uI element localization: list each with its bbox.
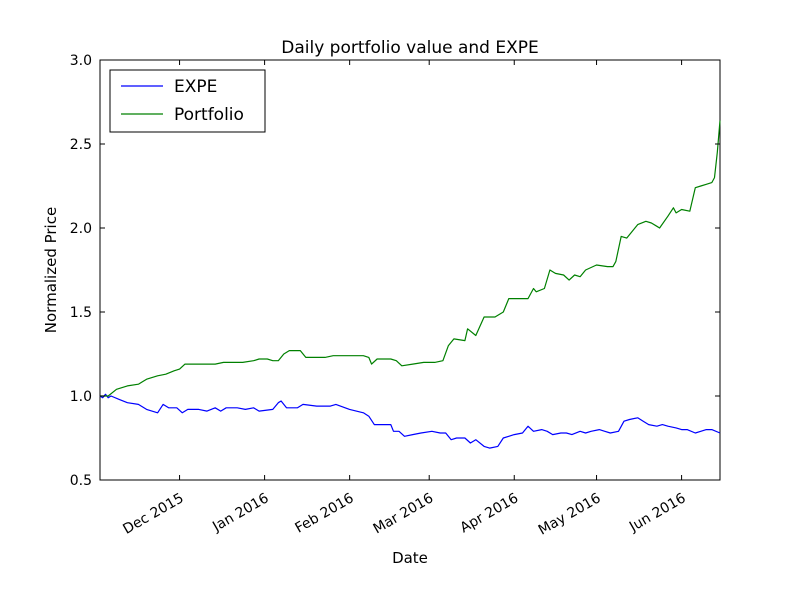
y-axis: 0.5 1.0 1.5 2.0 2.5 3.0 (70, 53, 720, 489)
x-axis-title: Date (392, 549, 428, 567)
series-line-expe (99, 393, 721, 449)
y-tick-label: 3.0 (70, 53, 92, 69)
legend: EXPE Portfolio (109, 69, 266, 133)
x-tick-label: Jan 2016 (209, 490, 271, 535)
y-tick-label: 1.0 (70, 389, 92, 405)
y-tick-label: 2.5 (70, 137, 92, 153)
x-tick-label: Feb 2016 (292, 490, 356, 536)
y-axis-title: Normalized Price (42, 207, 60, 333)
series-line-portfolio (100, 120, 721, 397)
y-tick-label: 1.5 (70, 305, 92, 321)
legend-label-portfolio: Portfolio (174, 105, 244, 125)
legend-label-expe: EXPE (174, 77, 217, 97)
legend-box (109, 69, 266, 133)
x-tick-label: Jun 2016 (626, 490, 689, 535)
x-tick-label: Mar 2016 (371, 490, 437, 537)
x-tick-label: Apr 2016 (458, 490, 522, 536)
x-tick-label: May 2016 (536, 490, 604, 538)
x-tick-label: Dec 2015 (120, 490, 186, 537)
y-tick-label: 0.5 (70, 473, 92, 489)
y-tick-label: 2.0 (70, 221, 92, 237)
series-layer (99, 120, 721, 449)
chart-title: Daily portfolio value and EXPE (281, 38, 539, 58)
